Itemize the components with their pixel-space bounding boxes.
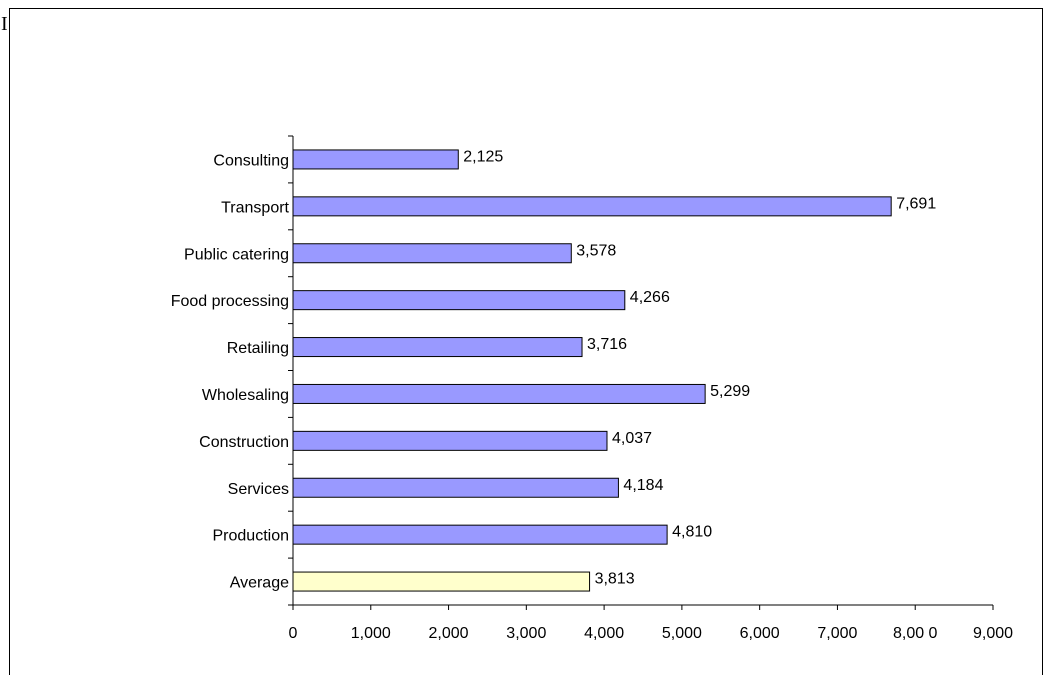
bar: [292, 149, 459, 170]
data-label: 5,299: [710, 383, 750, 400]
bar: [292, 430, 608, 451]
data-label: 3,813: [595, 571, 635, 588]
category-label: Average: [230, 575, 289, 592]
bar: [292, 290, 626, 311]
bar: [292, 383, 706, 404]
bar: [292, 477, 619, 498]
category-label: Construction: [199, 434, 289, 451]
category-label: Food processing: [171, 293, 289, 310]
category-label: Consulting: [213, 152, 289, 169]
x-tick-label: 4,000: [584, 625, 624, 642]
data-label: 3,716: [587, 336, 627, 353]
data-label: 2,125: [463, 148, 503, 165]
x-tick-label: 1,000: [351, 625, 391, 642]
data-label: 3,578: [576, 242, 616, 259]
category-label: Public catering: [184, 246, 289, 263]
category-label: Services: [228, 481, 289, 498]
bar-average: [292, 571, 591, 592]
x-tick-label: 5,000: [662, 625, 702, 642]
data-label: 4,037: [612, 430, 652, 447]
bar: [292, 243, 572, 264]
bar: [292, 524, 668, 545]
data-label: 4,266: [630, 289, 670, 306]
x-tick-label: 7,000: [817, 625, 857, 642]
category-label: Retailing: [227, 340, 289, 357]
category-label: Wholesaling: [202, 387, 289, 404]
chart-frame: [9, 8, 1043, 675]
bar: [292, 196, 892, 217]
data-label: 7,691: [896, 195, 936, 212]
x-tick-label: 3,000: [506, 625, 546, 642]
bar: [292, 337, 583, 358]
x-tick-label: 8,00 0: [893, 625, 938, 642]
x-tick-label: 2,000: [429, 625, 469, 642]
category-label: Production: [213, 528, 290, 545]
data-label: 4,184: [623, 477, 663, 494]
x-tick-label: 6,000: [740, 625, 780, 642]
x-tick-label: 0: [289, 625, 298, 642]
page-marker: I: [1, 13, 8, 35]
category-label: Transport: [221, 199, 289, 216]
data-label: 4,810: [672, 524, 712, 541]
x-tick-label: 9,000: [973, 625, 1013, 642]
